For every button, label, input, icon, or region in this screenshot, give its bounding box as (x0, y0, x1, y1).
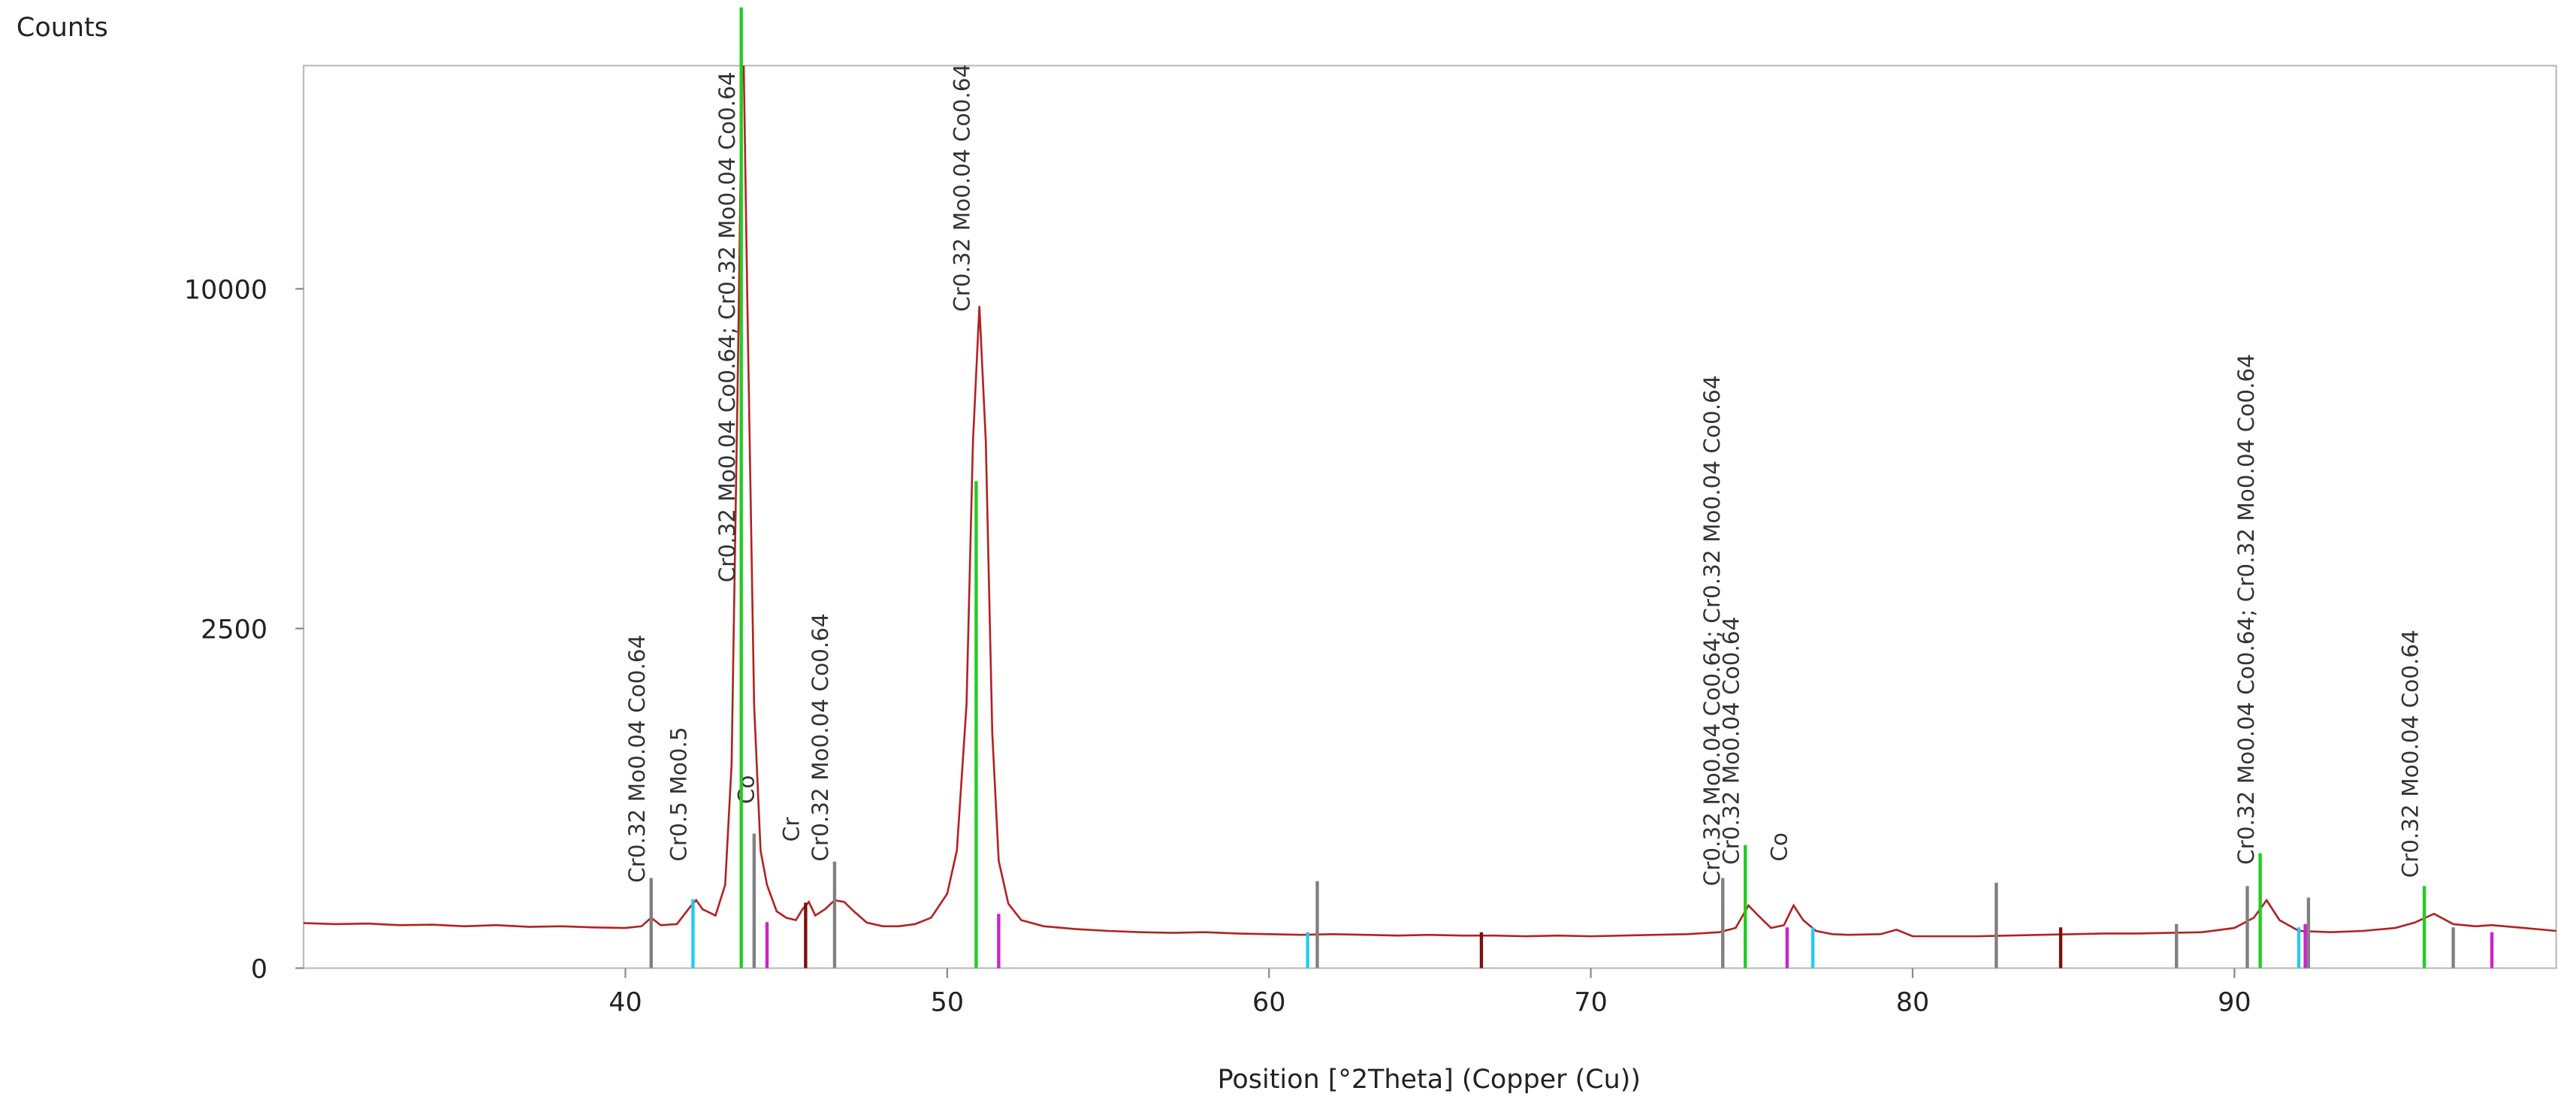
plot-frame (303, 65, 2557, 969)
peak-label: Cr0.32 Mo0.04 Co0.64 (808, 613, 833, 861)
x-tick-label: 40 (609, 987, 642, 1017)
peak-label: Cr (779, 817, 805, 842)
peak-label: Cr0.32 Mo0.04 Co0.64 (2397, 630, 2423, 878)
y-axis-label: Counts (17, 13, 108, 43)
peak-label: Cr0.32 Mo0.04 Co0.64 (1718, 617, 1744, 865)
y-tick-label: 2500 (201, 615, 267, 645)
peak-label: Cr0.32 Mo0.04 Co0.64; Cr0.32 Mo0.04 Co0.… (714, 71, 740, 582)
peak-label: Cr0.5 Mo0.5 (666, 727, 692, 861)
x-tick-label: 50 (931, 987, 964, 1017)
y-tick-label: 0 (251, 955, 267, 985)
plot-area: Cr0.32 Mo0.04 Co0.64 Cr0.5 Mo0.5 Cr0.32 Mo… (304, 64, 2556, 938)
peak-label: Cr0.32 Mo0.04 Co0.64 (950, 64, 975, 312)
x-tick-label: 70 (1574, 987, 1607, 1017)
x-tick-label: 80 (1896, 987, 1929, 1017)
peak-label: Co (1767, 832, 1792, 862)
y-tick-label: 10000 (184, 276, 267, 306)
peak-label: Co (734, 775, 760, 805)
peak-label: Cr0.32 Mo0.04 Co0.64; Cr0.32 Mo0.04 Co0.… (1699, 375, 1725, 886)
x-axis-label: Position [°2Theta] (Copper (Cu)) (1218, 1065, 1641, 1095)
x-tick-label: 60 (1252, 987, 1285, 1017)
diffraction-profile (304, 65, 2556, 938)
x-tick-label: 90 (2218, 987, 2251, 1017)
peak-label: Cr0.32 Mo0.04 Co0.64; Cr0.32 Mo0.04 Co0.… (2233, 354, 2259, 865)
peak-label: Cr0.32 Mo0.04 Co0.64 (624, 635, 650, 883)
